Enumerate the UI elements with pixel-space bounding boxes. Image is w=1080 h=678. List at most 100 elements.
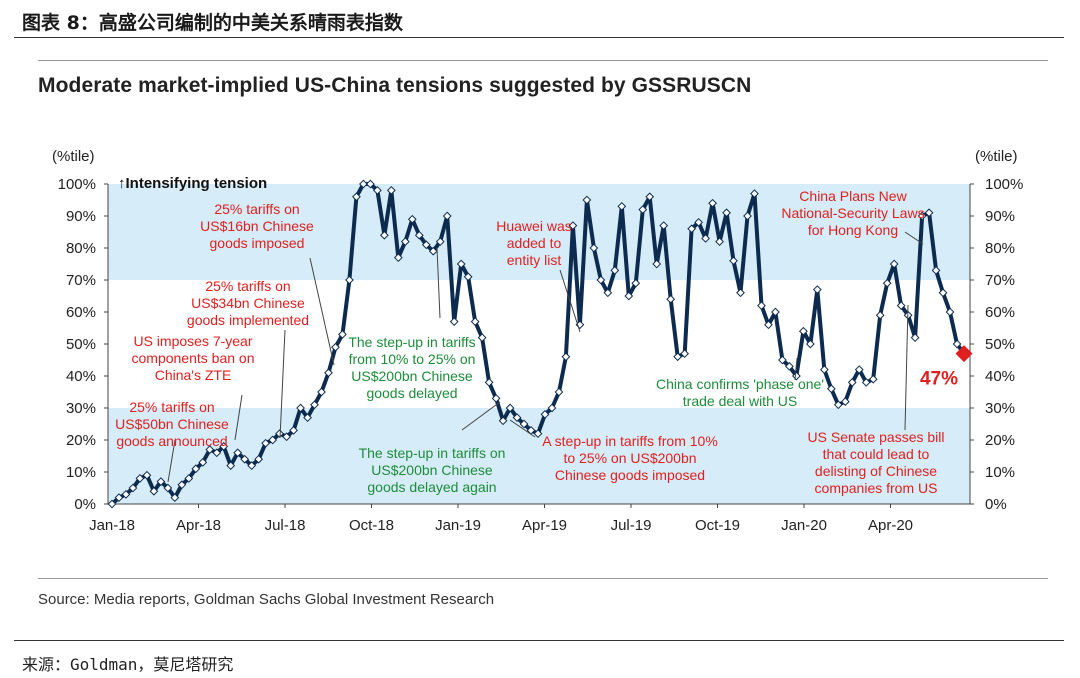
data-point (736, 288, 745, 298)
y-tick-right: 60% (985, 304, 1015, 321)
data-point (533, 429, 543, 438)
data-point (645, 192, 655, 202)
data-point (135, 474, 145, 483)
data-point (673, 352, 683, 362)
last-value-marker (955, 345, 973, 363)
data-point (421, 240, 431, 250)
data-point (142, 470, 152, 480)
x-tick-label: Jul-18 (265, 517, 306, 534)
data-point (428, 246, 438, 256)
data-point (107, 499, 117, 509)
data-point (547, 403, 557, 413)
data-point (170, 493, 180, 502)
data-point (512, 413, 522, 422)
data-point (407, 214, 417, 224)
annotation-8: A step-up in tariffs from 10% to 25% on U… (542, 433, 718, 483)
data-point (324, 368, 333, 378)
data-point (352, 192, 361, 202)
leader-line (509, 419, 536, 438)
data-point (875, 310, 885, 320)
annotations: ↑Intensifying tension 25% tariffs on US$16… (115, 175, 944, 496)
data-point (359, 179, 368, 189)
source-note: Source: Media reports, Goldman Sachs Glo… (38, 591, 495, 608)
chart-title: Moderate market-implied US-China tension… (38, 74, 752, 97)
annotation-9: China confirms 'phase one' trade deal wit… (656, 376, 824, 409)
y-tick-left: 60% (66, 304, 96, 321)
data-point (338, 330, 347, 339)
data-point (456, 259, 466, 269)
data-point (282, 432, 291, 442)
data-point (945, 307, 955, 317)
data-point (114, 493, 124, 502)
footer-rule (14, 640, 1064, 641)
y-tick-right: 40% (985, 368, 1015, 385)
annotation-7: Huawei was added to entity list (496, 218, 571, 268)
data-point (778, 355, 787, 365)
data-point (254, 454, 264, 464)
data-point (938, 288, 948, 298)
data-point (708, 198, 717, 208)
data-point (610, 266, 620, 275)
data-point (792, 371, 801, 381)
y-tick-right: 50% (985, 336, 1015, 353)
data-point (833, 400, 843, 410)
x-axis: Jan-18 Apr-18 Jul-18 Oct-18 Jan-19 Apr-19 Jul-… (89, 504, 913, 534)
data-point (477, 333, 487, 342)
y-tick-left: 30% (66, 400, 96, 417)
data-point (149, 486, 159, 496)
leader-line (904, 231, 924, 245)
last-value-label: 47% (920, 369, 958, 390)
leader-line (167, 439, 176, 483)
data-point (219, 442, 229, 451)
annotation-2: 25% tariffs on US$34bn Chinese goods imple… (187, 278, 309, 328)
data-point (687, 224, 697, 234)
x-tick-label: Jan-19 (435, 517, 481, 534)
data-point (366, 179, 375, 189)
data-point (247, 461, 257, 470)
chart-bottom-rule (38, 578, 1048, 579)
y-tick-left: 0% (74, 496, 96, 513)
data-point (847, 378, 857, 387)
y-tick-left: 90% (66, 208, 96, 225)
data-point (463, 272, 473, 282)
data-point (910, 333, 920, 342)
data-point (484, 378, 494, 387)
series-line: 47% (107, 179, 973, 509)
data-point (331, 342, 340, 352)
y-axis-label-right: (%tile) (975, 148, 1018, 165)
data-point (701, 234, 710, 243)
data-point (952, 339, 962, 349)
data-point (505, 403, 515, 413)
data-point (449, 317, 459, 326)
data-point (896, 301, 906, 310)
data-point (519, 419, 529, 429)
y-tick-left: 70% (66, 272, 96, 289)
y-tick-right: 0% (985, 496, 1007, 513)
annotation-11: US Senate passes bill that could lead to d… (808, 429, 945, 496)
data-point (435, 237, 445, 246)
data-point (743, 211, 752, 221)
data-point (882, 278, 892, 288)
data-point (861, 378, 871, 387)
data-point (289, 426, 298, 435)
data-point (498, 416, 508, 426)
data-point (400, 237, 410, 246)
leader-line (559, 269, 581, 333)
data-point (826, 384, 836, 394)
data-point (275, 429, 284, 438)
data-point (652, 259, 662, 269)
data-point (757, 301, 766, 310)
annotation-10: China Plans New National-Security Laws for… (781, 188, 924, 238)
leader-line (794, 357, 798, 381)
data-point (198, 458, 208, 467)
x-tick-label: Oct-19 (695, 517, 740, 534)
data-point (805, 339, 815, 349)
data-point (694, 218, 704, 227)
chart-top-rule (38, 60, 1048, 61)
data-point (931, 266, 941, 275)
data-point (659, 221, 669, 230)
y-tick-right: 20% (985, 432, 1015, 449)
data-point (589, 243, 599, 253)
leader-line (234, 394, 243, 441)
x-tick-label: Jan-18 (89, 517, 135, 534)
